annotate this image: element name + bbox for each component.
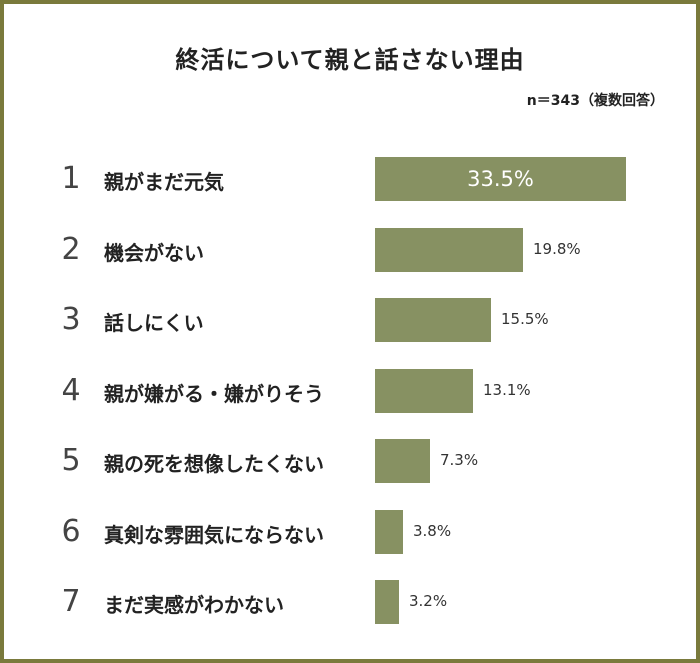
bar: [375, 298, 491, 342]
rank-number: 5: [61, 443, 81, 478]
value-label: 33.5%: [467, 167, 534, 191]
category-label: 親が嫌がる・嫌がりそう: [104, 381, 324, 406]
bar: [375, 368, 473, 413]
rank-number: 1: [61, 161, 81, 196]
sample-note: n＝343（複数回答）: [526, 93, 664, 109]
value-label: 3.8%: [413, 521, 452, 540]
category-label: まだ実感がわかない: [104, 593, 284, 617]
bar: [375, 509, 403, 554]
rank-number: 3: [61, 302, 81, 337]
rank-number: 7: [61, 584, 81, 619]
category-label: 話しにくい: [104, 311, 204, 335]
chart-title: 終活について親と話さない理由: [175, 46, 525, 74]
value-label: 19.8%: [533, 239, 581, 258]
bar: [375, 580, 399, 624]
value-label: 13.1%: [483, 380, 531, 399]
bar: [375, 157, 626, 201]
bar: [375, 227, 523, 272]
value-label: 7.3%: [440, 451, 479, 469]
category-label: 真剣な雰囲気にならない: [104, 522, 324, 547]
category-label: 機会がない: [104, 240, 204, 265]
rank-number: 2: [61, 231, 81, 267]
bar: [375, 439, 430, 483]
category-label: 親がまだ元気: [104, 170, 224, 194]
value-label: 3.2%: [409, 592, 448, 610]
rank-number: 6: [61, 513, 81, 549]
rank-number: 4: [61, 372, 81, 408]
value-label: 15.5%: [501, 310, 549, 328]
category-label: 親の死を想像したくない: [104, 452, 324, 476]
